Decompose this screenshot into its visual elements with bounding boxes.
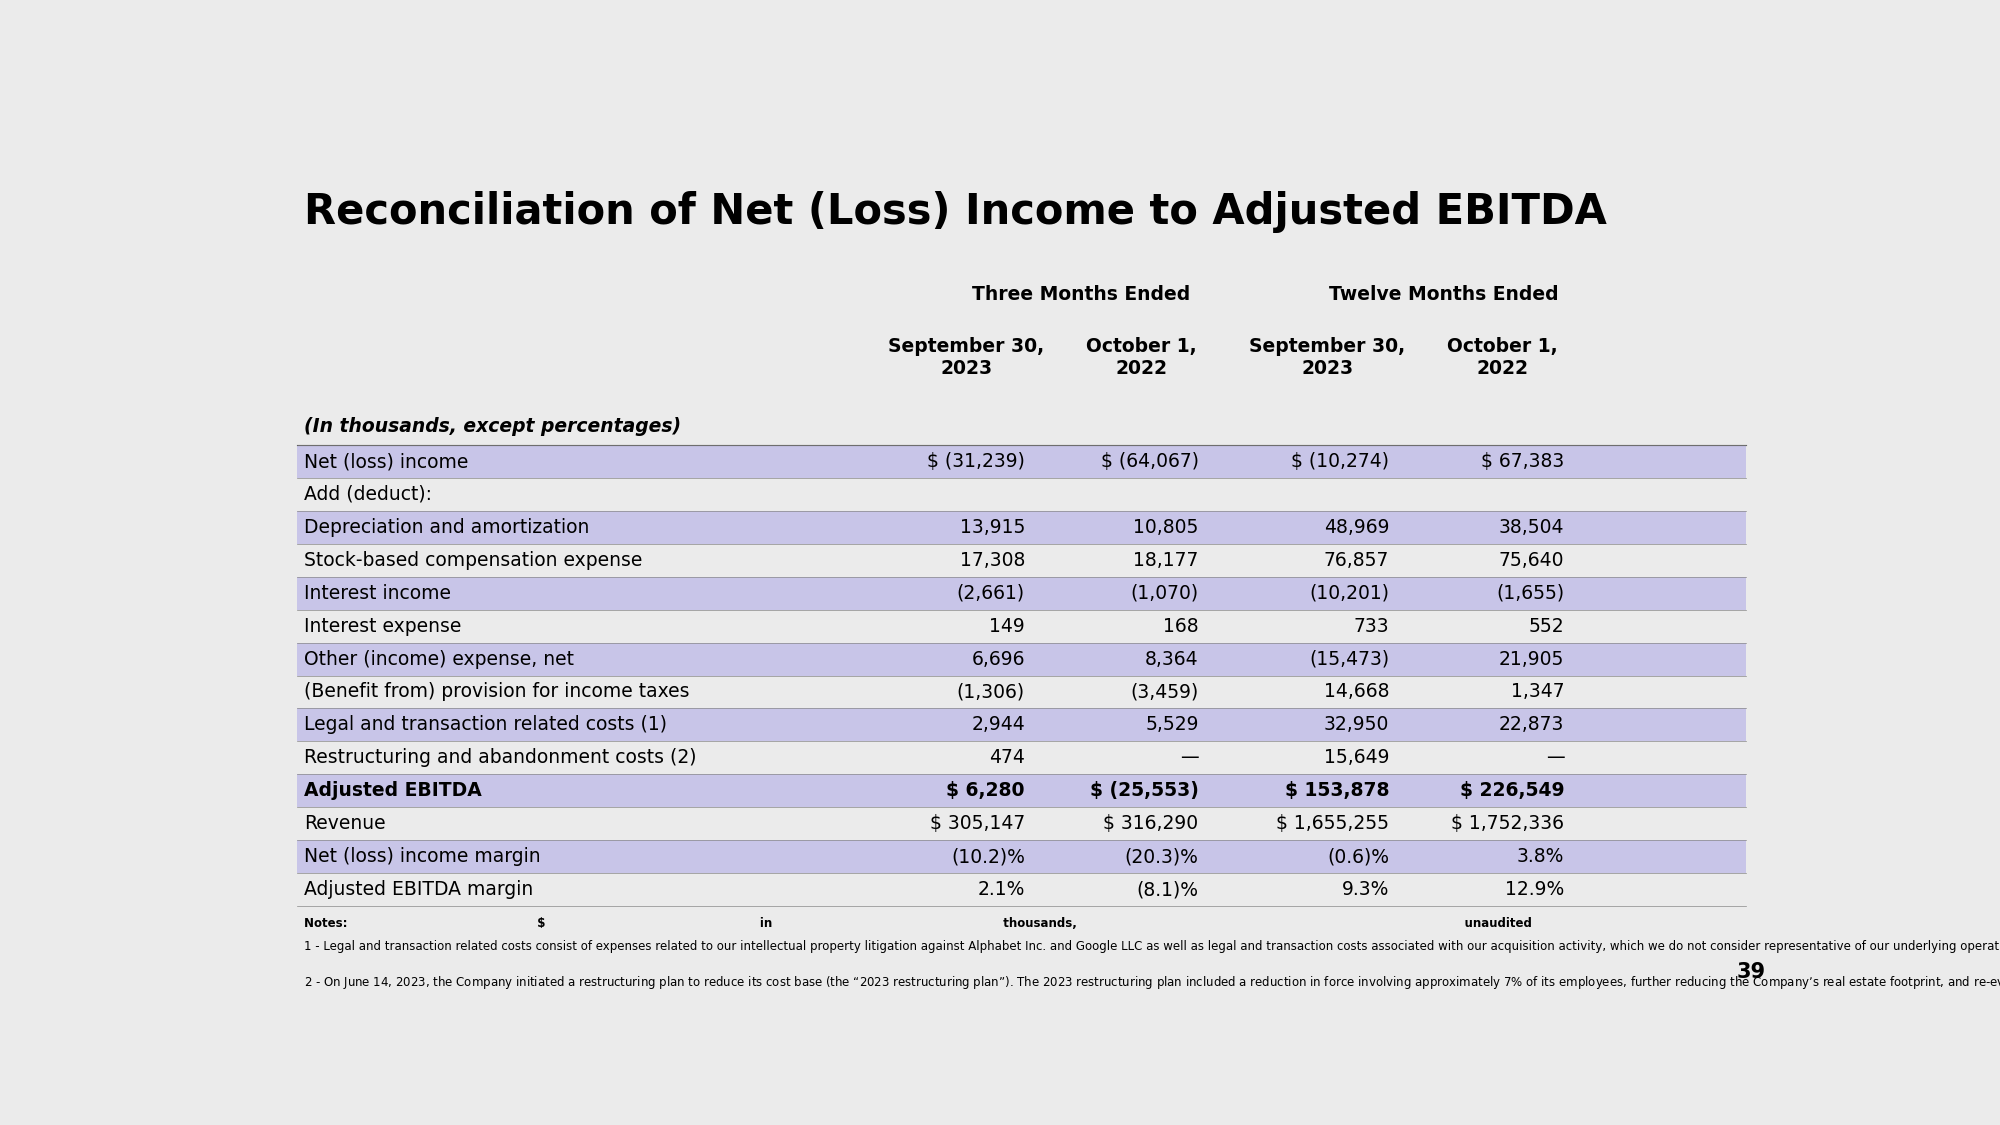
- Text: (8.1)%: (8.1)%: [1136, 880, 1198, 899]
- Text: $ (25,553): $ (25,553): [1090, 781, 1198, 800]
- Text: —: —: [1546, 748, 1564, 767]
- Text: $ 226,549: $ 226,549: [1460, 781, 1564, 800]
- Text: (0.6)%: (0.6)%: [1328, 847, 1390, 866]
- Text: $ (10,274): $ (10,274): [1292, 452, 1390, 471]
- Bar: [296, 840, 1746, 873]
- Text: (1,655): (1,655): [1496, 584, 1564, 603]
- Text: $ 67,383: $ 67,383: [1482, 452, 1564, 471]
- Text: (Benefit from) provision for income taxes: (Benefit from) provision for income taxe…: [304, 683, 690, 702]
- Text: 38,504: 38,504: [1498, 518, 1564, 537]
- Bar: [296, 511, 1746, 543]
- Text: 2.1%: 2.1%: [978, 880, 1024, 899]
- Text: 1 - Legal and transaction related costs consist of expenses related to our intel: 1 - Legal and transaction related costs …: [304, 939, 2000, 953]
- Text: Add (deduct):: Add (deduct):: [304, 485, 432, 504]
- Text: Reconciliation of Net (Loss) Income to Adjusted EBITDA: Reconciliation of Net (Loss) Income to A…: [304, 191, 1608, 233]
- Text: $ (31,239): $ (31,239): [928, 452, 1024, 471]
- Text: Depreciation and amortization: Depreciation and amortization: [304, 518, 590, 537]
- Bar: [296, 774, 1746, 808]
- Text: $ 305,147: $ 305,147: [930, 814, 1024, 834]
- Text: Three Months Ended: Three Months Ended: [972, 285, 1190, 304]
- Text: Net (loss) income margin: Net (loss) income margin: [304, 847, 540, 866]
- Text: September 30,
2023: September 30, 2023: [1250, 336, 1406, 378]
- Text: (10.2)%: (10.2)%: [952, 847, 1024, 866]
- Text: (20.3)%: (20.3)%: [1124, 847, 1198, 866]
- Text: Legal and transaction related costs (1): Legal and transaction related costs (1): [304, 716, 668, 735]
- Text: (3,459): (3,459): [1130, 683, 1198, 702]
- Text: 18,177: 18,177: [1134, 551, 1198, 570]
- Text: 5,529: 5,529: [1146, 716, 1198, 735]
- Text: 168: 168: [1162, 616, 1198, 636]
- Text: 733: 733: [1354, 616, 1390, 636]
- Text: $ 153,878: $ 153,878: [1284, 781, 1390, 800]
- Text: Interest income: Interest income: [304, 584, 452, 603]
- Text: 17,308: 17,308: [960, 551, 1024, 570]
- Text: (1,070): (1,070): [1130, 584, 1198, 603]
- Bar: [296, 709, 1746, 741]
- Text: $ 6,280: $ 6,280: [946, 781, 1024, 800]
- Text: —: —: [1180, 748, 1198, 767]
- Text: 39: 39: [1736, 962, 1766, 982]
- Text: 2 - On June 14, 2023, the Company initiated a restructuring plan to reduce its c: 2 - On June 14, 2023, the Company initia…: [304, 974, 2000, 991]
- Text: (1,306): (1,306): [956, 683, 1024, 702]
- Text: Notes:                                              $                           : Notes: $: [304, 917, 1532, 930]
- Text: Twelve Months Ended: Twelve Months Ended: [1328, 285, 1558, 304]
- Text: 2,944: 2,944: [972, 716, 1024, 735]
- Text: 48,969: 48,969: [1324, 518, 1390, 537]
- Text: (In thousands, except percentages): (In thousands, except percentages): [304, 416, 682, 435]
- Bar: [296, 577, 1746, 610]
- Text: October 1,
2022: October 1, 2022: [1448, 336, 1558, 378]
- Text: 21,905: 21,905: [1500, 649, 1564, 668]
- Text: (15,473): (15,473): [1310, 649, 1390, 668]
- Text: 149: 149: [990, 616, 1024, 636]
- Text: 75,640: 75,640: [1498, 551, 1564, 570]
- Text: Adjusted EBITDA margin: Adjusted EBITDA margin: [304, 880, 534, 899]
- Text: $ 1,655,255: $ 1,655,255: [1276, 814, 1390, 834]
- Text: Net (loss) income: Net (loss) income: [304, 452, 468, 471]
- Text: 10,805: 10,805: [1134, 518, 1198, 537]
- Bar: [296, 446, 1746, 478]
- Text: 76,857: 76,857: [1324, 551, 1390, 570]
- Text: 14,668: 14,668: [1324, 683, 1390, 702]
- Text: Adjusted EBITDA: Adjusted EBITDA: [304, 781, 482, 800]
- Text: Interest expense: Interest expense: [304, 616, 462, 636]
- Text: (10,201): (10,201): [1310, 584, 1390, 603]
- Text: 552: 552: [1528, 616, 1564, 636]
- Text: Other (income) expense, net: Other (income) expense, net: [304, 649, 574, 668]
- Text: 474: 474: [990, 748, 1024, 767]
- Text: September 30,
2023: September 30, 2023: [888, 336, 1044, 378]
- Text: $ 316,290: $ 316,290: [1104, 814, 1198, 834]
- Text: 12.9%: 12.9%: [1506, 880, 1564, 899]
- Text: 8,364: 8,364: [1144, 649, 1198, 668]
- Text: 15,649: 15,649: [1324, 748, 1390, 767]
- Text: Stock-based compensation expense: Stock-based compensation expense: [304, 551, 642, 570]
- Bar: [296, 642, 1746, 675]
- Text: October 1,
2022: October 1, 2022: [1086, 336, 1196, 378]
- Text: Revenue: Revenue: [304, 814, 386, 834]
- Text: 1,347: 1,347: [1510, 683, 1564, 702]
- Text: 22,873: 22,873: [1500, 716, 1564, 735]
- Text: 9.3%: 9.3%: [1342, 880, 1390, 899]
- Text: 13,915: 13,915: [960, 518, 1024, 537]
- Text: 3.8%: 3.8%: [1518, 847, 1564, 866]
- Text: $ 1,752,336: $ 1,752,336: [1452, 814, 1564, 834]
- Text: 6,696: 6,696: [972, 649, 1024, 668]
- Text: Restructuring and abandonment costs (2): Restructuring and abandonment costs (2): [304, 748, 696, 767]
- Text: $ (64,067): $ (64,067): [1100, 452, 1198, 471]
- Text: 32,950: 32,950: [1324, 716, 1390, 735]
- Text: (2,661): (2,661): [956, 584, 1024, 603]
